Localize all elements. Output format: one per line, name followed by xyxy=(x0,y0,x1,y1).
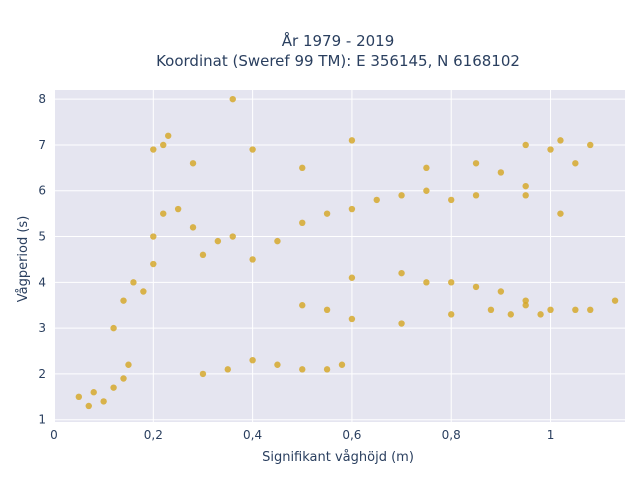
x-tick-label: 0,8 xyxy=(442,428,461,442)
x-tick-label: 0,6 xyxy=(342,428,361,442)
data-point xyxy=(150,260,157,268)
data-point xyxy=(348,274,356,281)
data-point xyxy=(150,233,157,240)
data-point xyxy=(199,251,207,259)
data-point xyxy=(423,279,430,286)
data-point xyxy=(398,269,405,277)
data-point xyxy=(472,160,480,167)
data-point xyxy=(507,311,514,318)
y-tick-label: 5 xyxy=(38,230,46,244)
data-point xyxy=(249,256,256,263)
data-point xyxy=(229,233,236,240)
data-point xyxy=(497,169,505,176)
x-tick-labels: 0 0,2 0,4 0,6 0,8 1 xyxy=(50,428,554,442)
x-tick-label: 0,2 xyxy=(144,428,163,442)
data-point xyxy=(274,237,281,245)
data-point xyxy=(110,384,117,391)
data-point xyxy=(140,288,147,295)
y-tick-label: 7 xyxy=(38,138,46,152)
data-point xyxy=(85,402,92,410)
x-axis-title: Signifikant våghöjd (m) xyxy=(262,450,414,465)
y-tick-label: 1 xyxy=(38,413,46,427)
data-point xyxy=(572,160,579,167)
data-point xyxy=(557,210,564,217)
data-point xyxy=(323,366,331,373)
y-axis-title: Vågperiod (s) xyxy=(16,216,31,303)
data-point xyxy=(448,196,455,204)
data-point xyxy=(522,182,529,190)
grid-lines xyxy=(53,90,625,422)
data-point xyxy=(448,279,455,286)
data-point xyxy=(522,302,529,309)
y-tick-label: 4 xyxy=(38,275,46,289)
data-point xyxy=(423,164,430,172)
data-point xyxy=(214,237,222,245)
data-point xyxy=(189,224,197,231)
data-point xyxy=(125,361,132,368)
data-point xyxy=(90,389,97,396)
data-point xyxy=(249,356,256,364)
data-point xyxy=(522,297,529,304)
data-point xyxy=(472,283,480,291)
data-point xyxy=(611,297,619,304)
data-point xyxy=(299,302,306,309)
data-point xyxy=(348,315,356,323)
x-tick-label: 1 xyxy=(547,428,555,442)
y-tick-label: 2 xyxy=(38,367,46,381)
data-point xyxy=(423,187,430,194)
data-point xyxy=(448,311,455,318)
data-point xyxy=(299,164,306,172)
data-point xyxy=(120,297,127,304)
data-point xyxy=(165,132,172,139)
data-point xyxy=(338,361,346,368)
plot-area xyxy=(54,90,625,422)
data-point xyxy=(472,192,480,199)
data-point xyxy=(249,146,256,153)
data-point xyxy=(160,210,167,217)
data-point xyxy=(150,146,157,153)
data-point xyxy=(229,95,236,103)
data-point xyxy=(174,205,182,213)
data-point xyxy=(224,366,231,373)
data-point xyxy=(75,393,83,401)
data-point xyxy=(557,137,564,144)
data-points xyxy=(75,95,619,410)
y-tick-label: 3 xyxy=(38,321,46,335)
data-point xyxy=(100,398,107,405)
data-point xyxy=(587,306,594,314)
data-point xyxy=(348,137,356,144)
data-point xyxy=(274,361,281,368)
data-point xyxy=(299,366,306,373)
data-point xyxy=(199,370,207,378)
data-point xyxy=(522,192,529,199)
data-point xyxy=(160,141,167,149)
x-tick-label: 0 xyxy=(50,428,58,442)
data-point xyxy=(537,311,544,318)
y-tick-labels: 1 2 3 4 5 6 7 8 xyxy=(38,92,46,427)
data-point xyxy=(373,196,380,204)
data-point xyxy=(398,192,405,199)
data-point xyxy=(189,160,197,167)
x-tick-label: 0,4 xyxy=(243,428,262,442)
data-point xyxy=(299,219,306,226)
data-point xyxy=(120,375,127,382)
y-tick-label: 6 xyxy=(38,184,46,198)
data-point xyxy=(323,306,331,314)
data-point xyxy=(110,324,117,332)
chart-title-line1: År 1979 - 2019 xyxy=(282,31,395,50)
data-point xyxy=(497,288,505,295)
data-point xyxy=(547,306,554,314)
data-point xyxy=(348,205,356,213)
data-point xyxy=(572,306,579,314)
data-point xyxy=(587,141,594,149)
data-point xyxy=(547,146,554,153)
data-point xyxy=(487,306,495,314)
data-point xyxy=(130,279,137,286)
y-tick-label: 8 xyxy=(38,92,46,106)
data-point xyxy=(323,210,331,217)
data-point xyxy=(522,141,529,149)
data-point xyxy=(398,320,405,327)
chart-title-line2: Koordinat (Sweref 99 TM): E 356145, N 61… xyxy=(156,52,520,70)
